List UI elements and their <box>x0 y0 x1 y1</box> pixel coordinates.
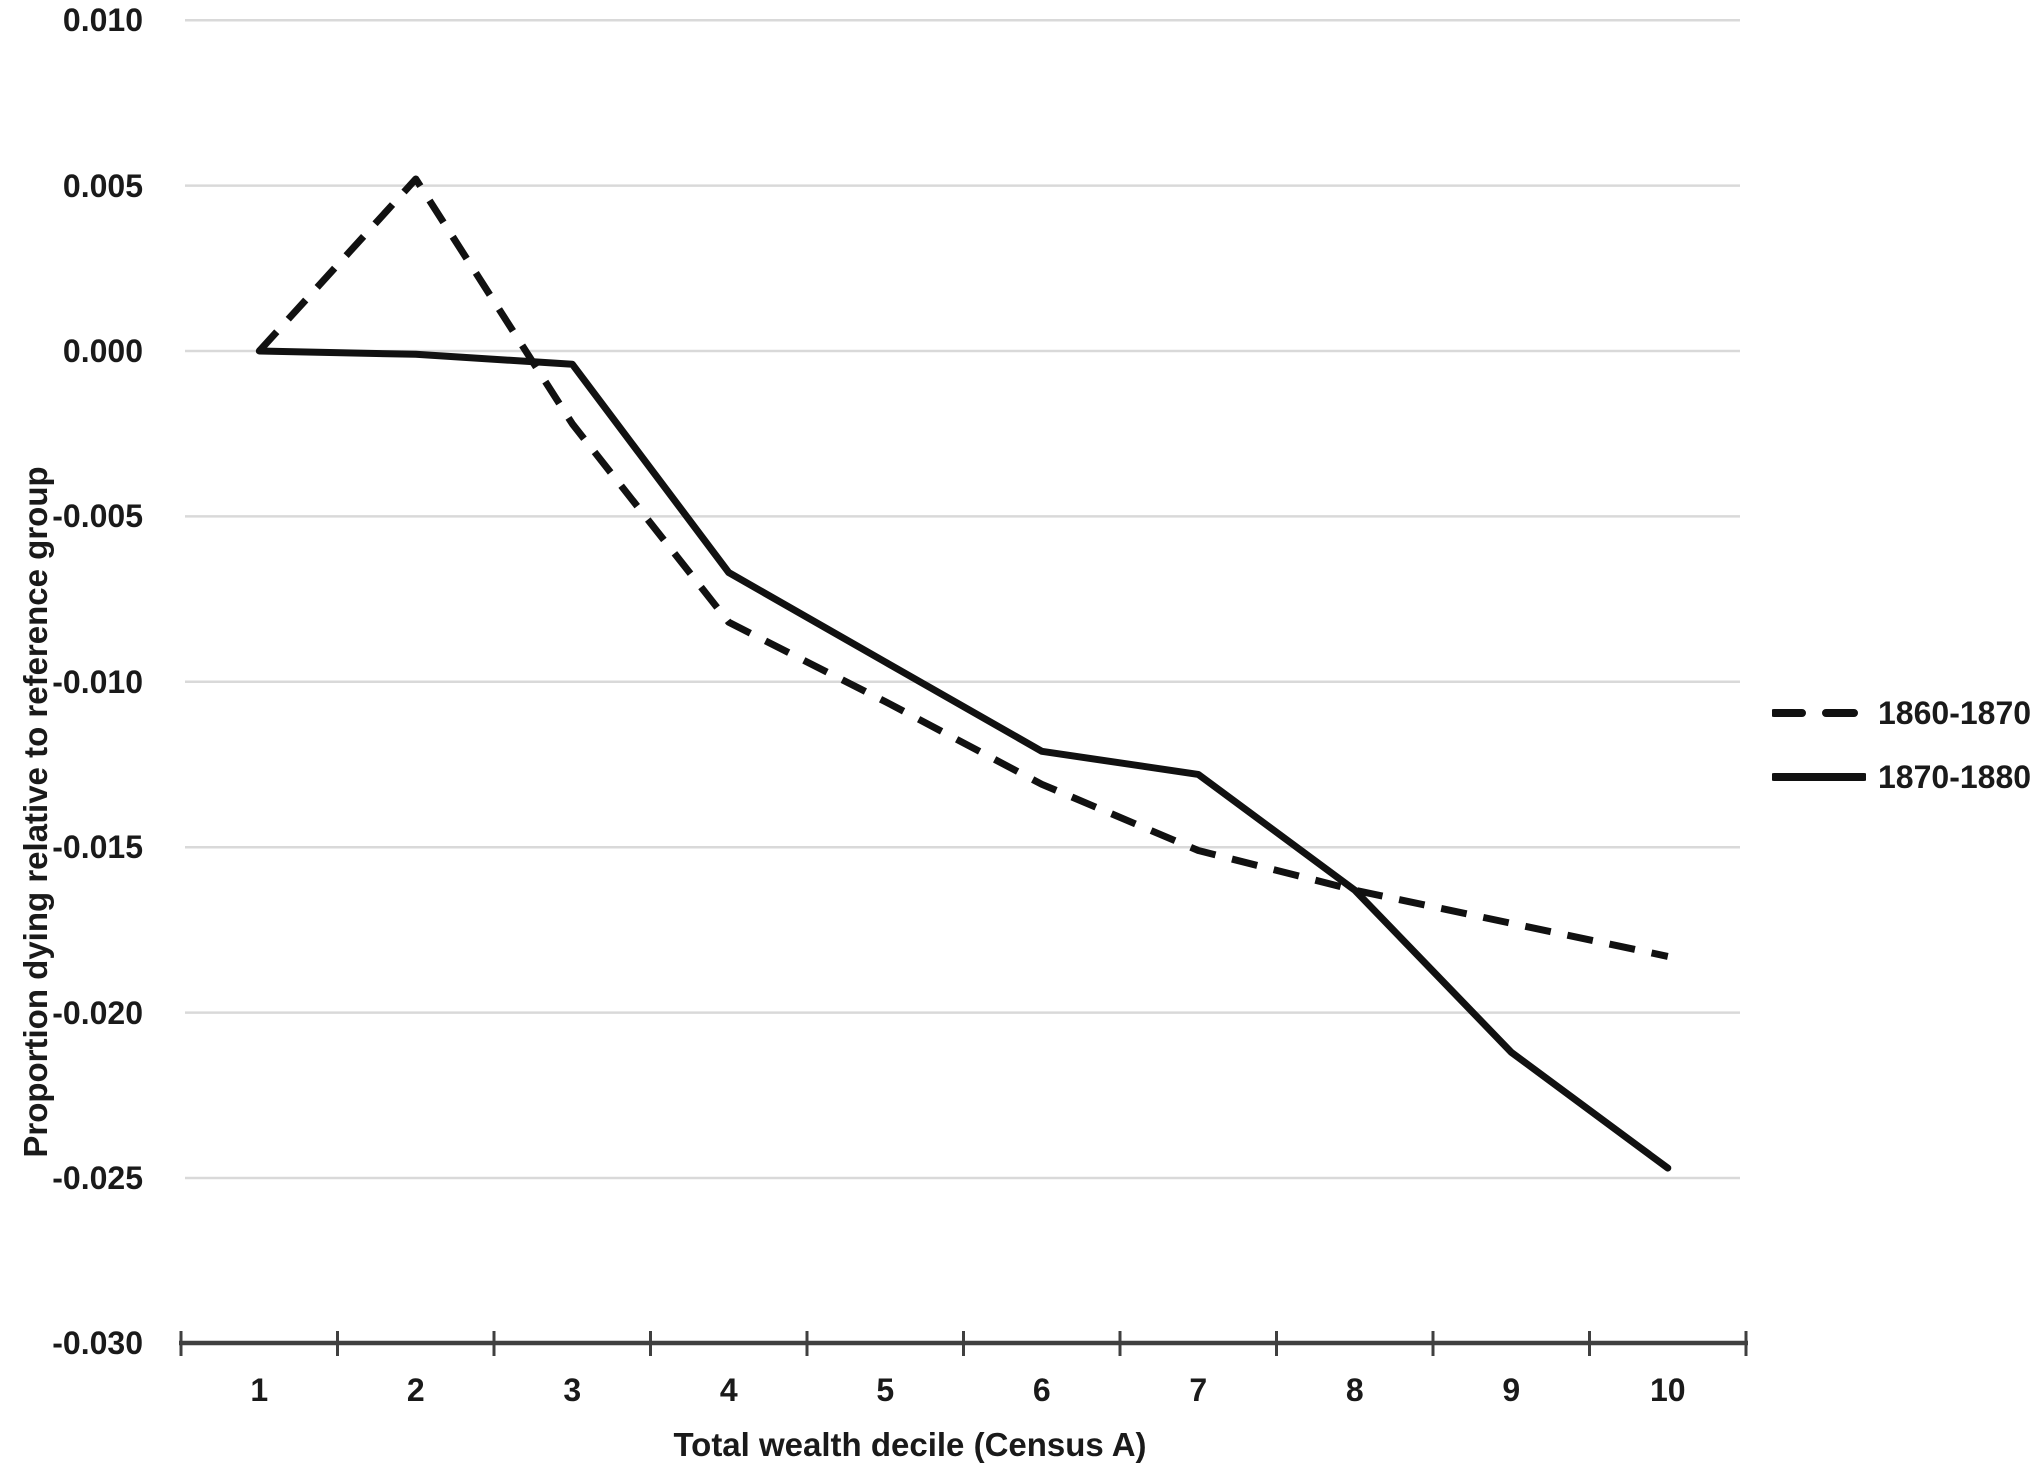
y-tick-label: 0.005 <box>62 167 143 204</box>
x-tick-label: 8 <box>1345 1372 1364 1408</box>
y-tick-label: -0.030 <box>52 1325 143 1362</box>
x-tick-label: 9 <box>1502 1372 1521 1408</box>
legend-dashed-line-icon <box>1772 709 1866 717</box>
legend-item: 1860-1870 <box>1772 695 2031 731</box>
legend-label: 1870-1880 <box>1878 758 2032 795</box>
x-axis-title: Total wealth decile (Census A) <box>673 1426 1147 1463</box>
x-tick-label: 5 <box>876 1372 895 1408</box>
legend-solid-line-icon <box>1772 773 1866 781</box>
x-tick-label: 3 <box>563 1372 582 1408</box>
x-tick-label: 1 <box>250 1372 269 1408</box>
x-tick-label: 4 <box>719 1372 738 1408</box>
series-line-1870-1880 <box>255 347 1672 1172</box>
legend-label: 1860-1870 <box>1878 694 2032 731</box>
series-line-1860-1870 <box>256 175 1669 960</box>
y-tick-label: -0.015 <box>52 829 143 866</box>
y-tick-label: -0.025 <box>52 1160 143 1196</box>
legend: 1860-1870 1870-1880 <box>1772 695 2031 795</box>
x-tick-label: 10 <box>1649 1372 1686 1408</box>
y-tick-label: 0.010 <box>62 2 143 39</box>
y-tick-label: 0.000 <box>62 333 143 369</box>
x-tick-label: 2 <box>406 1372 425 1408</box>
y-tick-label: -0.020 <box>52 994 143 1031</box>
legend-item: 1870-1880 <box>1772 759 2031 795</box>
y-tick-label: -0.010 <box>52 663 143 700</box>
y-tick-label: -0.005 <box>52 498 143 535</box>
y-axis-title: Proportion dying relative to reference g… <box>17 466 54 1158</box>
x-tick-label: 7 <box>1189 1372 1208 1408</box>
x-tick-label: 6 <box>1032 1372 1051 1408</box>
